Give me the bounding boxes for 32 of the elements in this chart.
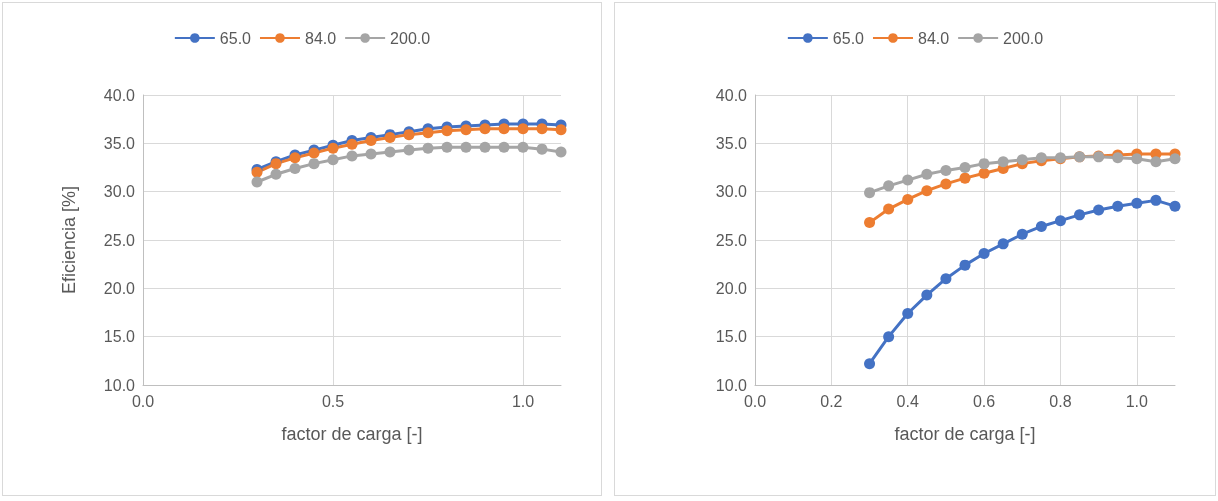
y-tick-label: 40.0	[103, 86, 136, 104]
y-tick-label: 35.0	[715, 134, 748, 152]
y-tick-label: 30.0	[103, 183, 136, 201]
x-tick-label: 0.6	[972, 392, 996, 410]
legend-label: 65.0	[219, 29, 252, 47]
legend-label: 65.0	[832, 29, 865, 47]
y-tick-label: 20.0	[715, 279, 748, 297]
x-tick-label: 0.0	[131, 392, 155, 410]
legend-label: 84.0	[304, 29, 337, 47]
y-tick-label: 40.0	[715, 86, 748, 104]
x-tick-label: 0.4	[896, 392, 919, 410]
x-tick-label: 0.2	[820, 392, 843, 410]
y-tick-label: 25.0	[715, 231, 748, 249]
y-tick-label: 25.0	[103, 231, 136, 249]
y-tick-label: 10.0	[103, 376, 136, 394]
y-tick-label: 20.0	[103, 279, 136, 297]
y-tick-label: 35.0	[103, 134, 136, 152]
y-axis-title: Eficiencia [%]	[59, 185, 79, 295]
legend-label: 200.0	[390, 29, 431, 47]
y-tick-label: 10.0	[715, 376, 748, 394]
legend-label: 200.0	[1003, 29, 1044, 47]
x-axis-title: factor de carga [-]	[281, 424, 423, 444]
x-tick-label: 0.0	[743, 392, 767, 410]
x-tick-label: 1.0	[1125, 392, 1149, 410]
x-tick-label: 0.5	[321, 392, 345, 410]
y-tick-label: 15.0	[715, 328, 748, 346]
x-axis-title: factor de carga [-]	[894, 424, 1036, 444]
legend-label: 84.0	[917, 29, 950, 47]
x-tick-label: 0.8	[1049, 392, 1072, 410]
y-tick-label: 15.0	[103, 328, 136, 346]
y-tick-label: 30.0	[715, 183, 748, 201]
x-tick-label: 1.0	[511, 392, 535, 410]
